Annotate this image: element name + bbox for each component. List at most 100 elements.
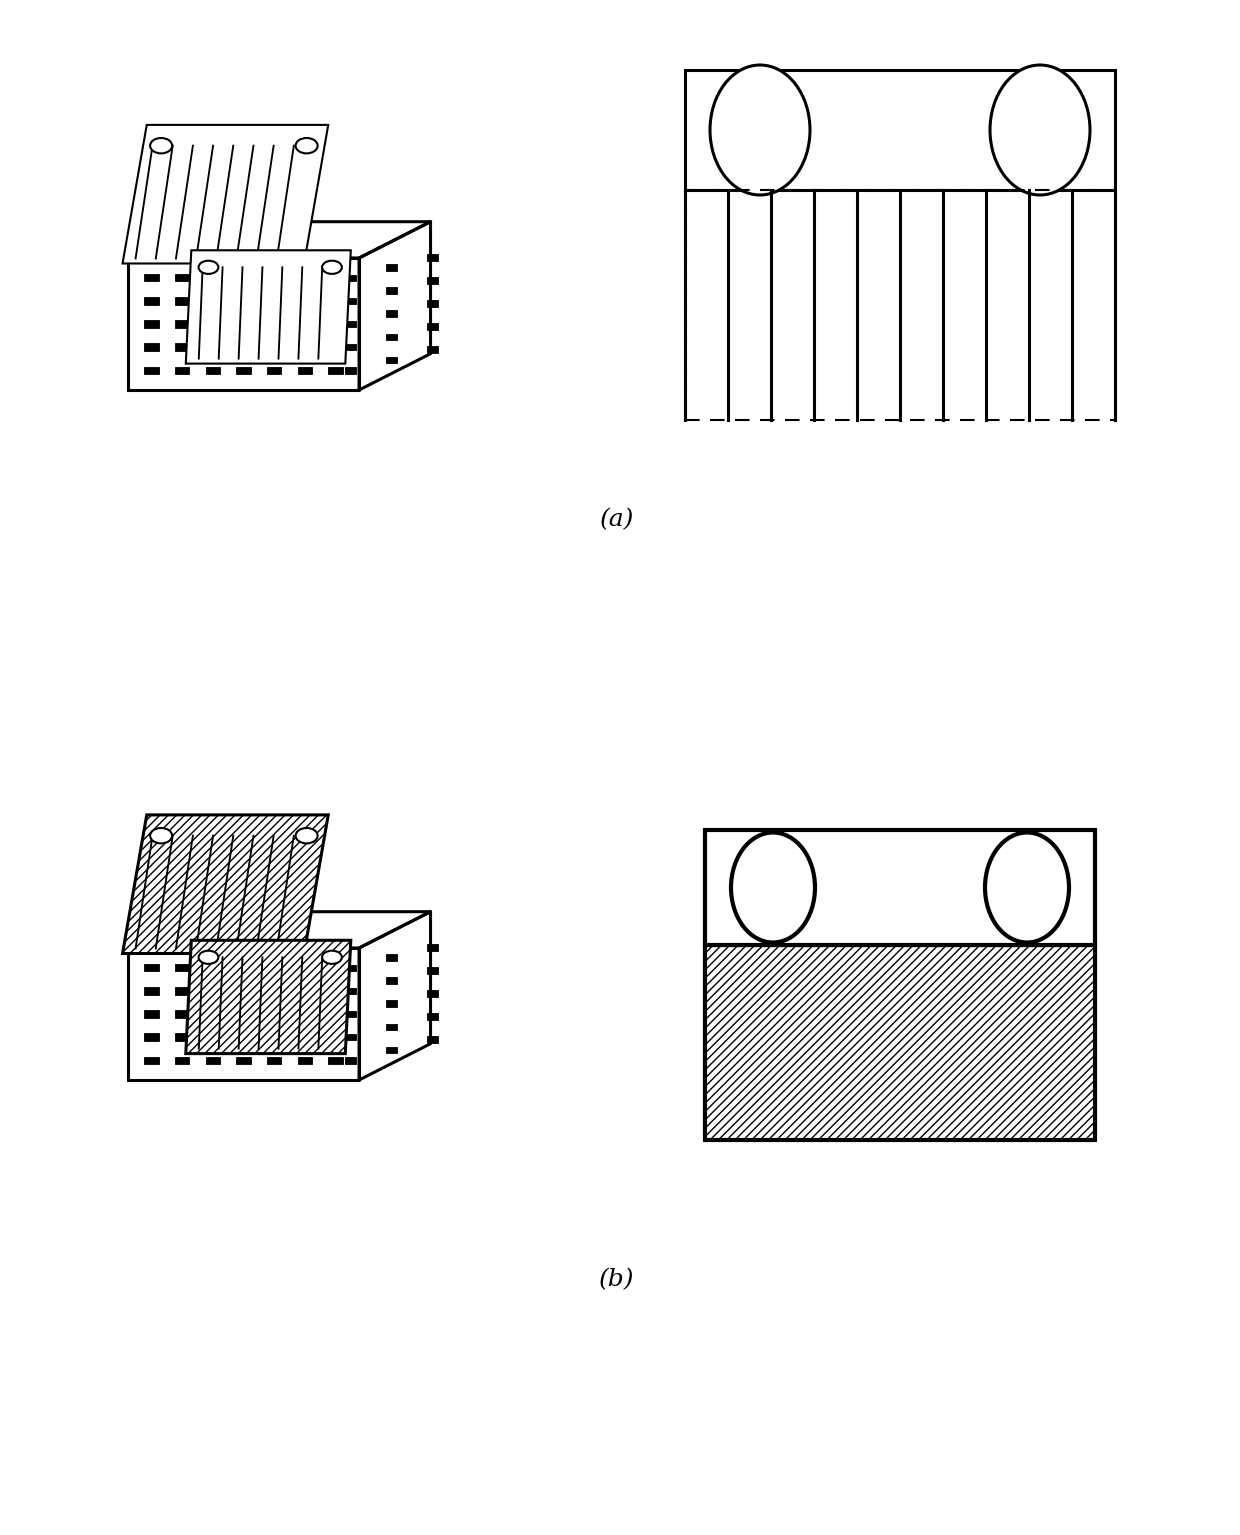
FancyBboxPatch shape (144, 1010, 159, 1018)
FancyBboxPatch shape (345, 987, 356, 995)
FancyBboxPatch shape (206, 987, 219, 995)
Bar (706, 830, 1095, 946)
FancyBboxPatch shape (144, 321, 159, 328)
FancyBboxPatch shape (237, 367, 250, 375)
FancyBboxPatch shape (345, 321, 356, 327)
FancyBboxPatch shape (386, 1024, 397, 1030)
Ellipse shape (322, 950, 342, 964)
FancyBboxPatch shape (237, 1056, 250, 1064)
Polygon shape (123, 815, 329, 953)
FancyBboxPatch shape (345, 275, 356, 281)
FancyBboxPatch shape (386, 333, 397, 341)
FancyBboxPatch shape (267, 296, 281, 304)
Ellipse shape (322, 261, 342, 273)
FancyBboxPatch shape (329, 344, 342, 352)
FancyBboxPatch shape (329, 1056, 342, 1064)
FancyBboxPatch shape (267, 344, 281, 352)
FancyBboxPatch shape (175, 296, 190, 304)
FancyBboxPatch shape (267, 367, 281, 375)
FancyBboxPatch shape (206, 344, 219, 352)
FancyBboxPatch shape (345, 1033, 356, 1041)
FancyBboxPatch shape (237, 1033, 250, 1041)
FancyBboxPatch shape (427, 1036, 438, 1042)
FancyBboxPatch shape (206, 1056, 219, 1064)
FancyBboxPatch shape (329, 1033, 342, 1041)
FancyBboxPatch shape (386, 287, 397, 293)
FancyBboxPatch shape (237, 321, 250, 328)
FancyBboxPatch shape (345, 344, 356, 350)
FancyBboxPatch shape (206, 296, 219, 304)
Ellipse shape (711, 64, 810, 195)
FancyBboxPatch shape (144, 964, 159, 972)
FancyBboxPatch shape (427, 324, 438, 330)
FancyBboxPatch shape (298, 1056, 312, 1064)
Bar (706, 946, 1095, 1141)
FancyBboxPatch shape (144, 1033, 159, 1041)
FancyBboxPatch shape (175, 1056, 190, 1064)
FancyBboxPatch shape (386, 955, 397, 961)
FancyBboxPatch shape (175, 987, 190, 995)
FancyBboxPatch shape (298, 321, 312, 328)
FancyBboxPatch shape (329, 1010, 342, 1018)
Text: (a): (a) (600, 508, 634, 531)
FancyBboxPatch shape (329, 273, 342, 281)
FancyBboxPatch shape (206, 273, 219, 281)
Bar (684, 71, 1115, 190)
FancyBboxPatch shape (144, 367, 159, 375)
FancyBboxPatch shape (345, 298, 356, 304)
FancyBboxPatch shape (427, 967, 438, 973)
FancyBboxPatch shape (175, 321, 190, 328)
FancyBboxPatch shape (427, 253, 438, 261)
Ellipse shape (150, 827, 172, 843)
FancyBboxPatch shape (427, 990, 438, 996)
FancyBboxPatch shape (386, 310, 397, 318)
FancyBboxPatch shape (427, 944, 438, 950)
FancyBboxPatch shape (267, 1033, 281, 1041)
Ellipse shape (985, 832, 1069, 942)
FancyBboxPatch shape (175, 367, 190, 375)
FancyBboxPatch shape (329, 987, 342, 995)
FancyBboxPatch shape (267, 1056, 281, 1064)
Ellipse shape (198, 261, 218, 273)
FancyBboxPatch shape (237, 273, 250, 281)
FancyBboxPatch shape (237, 964, 250, 972)
FancyBboxPatch shape (427, 276, 438, 284)
FancyBboxPatch shape (267, 987, 281, 995)
Ellipse shape (198, 950, 218, 964)
FancyBboxPatch shape (175, 344, 190, 352)
FancyBboxPatch shape (206, 367, 219, 375)
Ellipse shape (150, 138, 172, 154)
FancyBboxPatch shape (329, 296, 342, 304)
FancyBboxPatch shape (175, 964, 190, 972)
FancyBboxPatch shape (386, 264, 397, 270)
FancyBboxPatch shape (298, 273, 312, 281)
FancyBboxPatch shape (144, 344, 159, 352)
Text: (b): (b) (599, 1268, 635, 1291)
FancyBboxPatch shape (427, 1013, 438, 1019)
FancyBboxPatch shape (345, 1010, 356, 1018)
FancyBboxPatch shape (144, 296, 159, 304)
FancyBboxPatch shape (386, 1001, 397, 1007)
Ellipse shape (295, 138, 317, 154)
FancyBboxPatch shape (298, 344, 312, 352)
Ellipse shape (732, 832, 815, 942)
Polygon shape (186, 250, 351, 364)
FancyBboxPatch shape (386, 1047, 397, 1053)
FancyBboxPatch shape (206, 321, 219, 328)
FancyBboxPatch shape (267, 273, 281, 281)
FancyBboxPatch shape (144, 1056, 159, 1064)
FancyBboxPatch shape (386, 356, 397, 364)
FancyBboxPatch shape (386, 978, 397, 984)
FancyBboxPatch shape (206, 1033, 219, 1041)
FancyBboxPatch shape (298, 1010, 312, 1018)
FancyBboxPatch shape (329, 964, 342, 972)
FancyBboxPatch shape (298, 367, 312, 375)
FancyBboxPatch shape (298, 296, 312, 304)
FancyBboxPatch shape (298, 1033, 312, 1041)
FancyBboxPatch shape (267, 321, 281, 328)
FancyBboxPatch shape (175, 273, 190, 281)
FancyBboxPatch shape (206, 1010, 219, 1018)
FancyBboxPatch shape (298, 987, 312, 995)
FancyBboxPatch shape (345, 964, 356, 972)
FancyBboxPatch shape (345, 367, 356, 373)
